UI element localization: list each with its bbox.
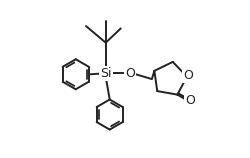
Text: O: O: [125, 67, 135, 80]
Text: O: O: [182, 69, 192, 82]
Text: Si: Si: [100, 67, 111, 80]
Text: O: O: [184, 94, 194, 107]
